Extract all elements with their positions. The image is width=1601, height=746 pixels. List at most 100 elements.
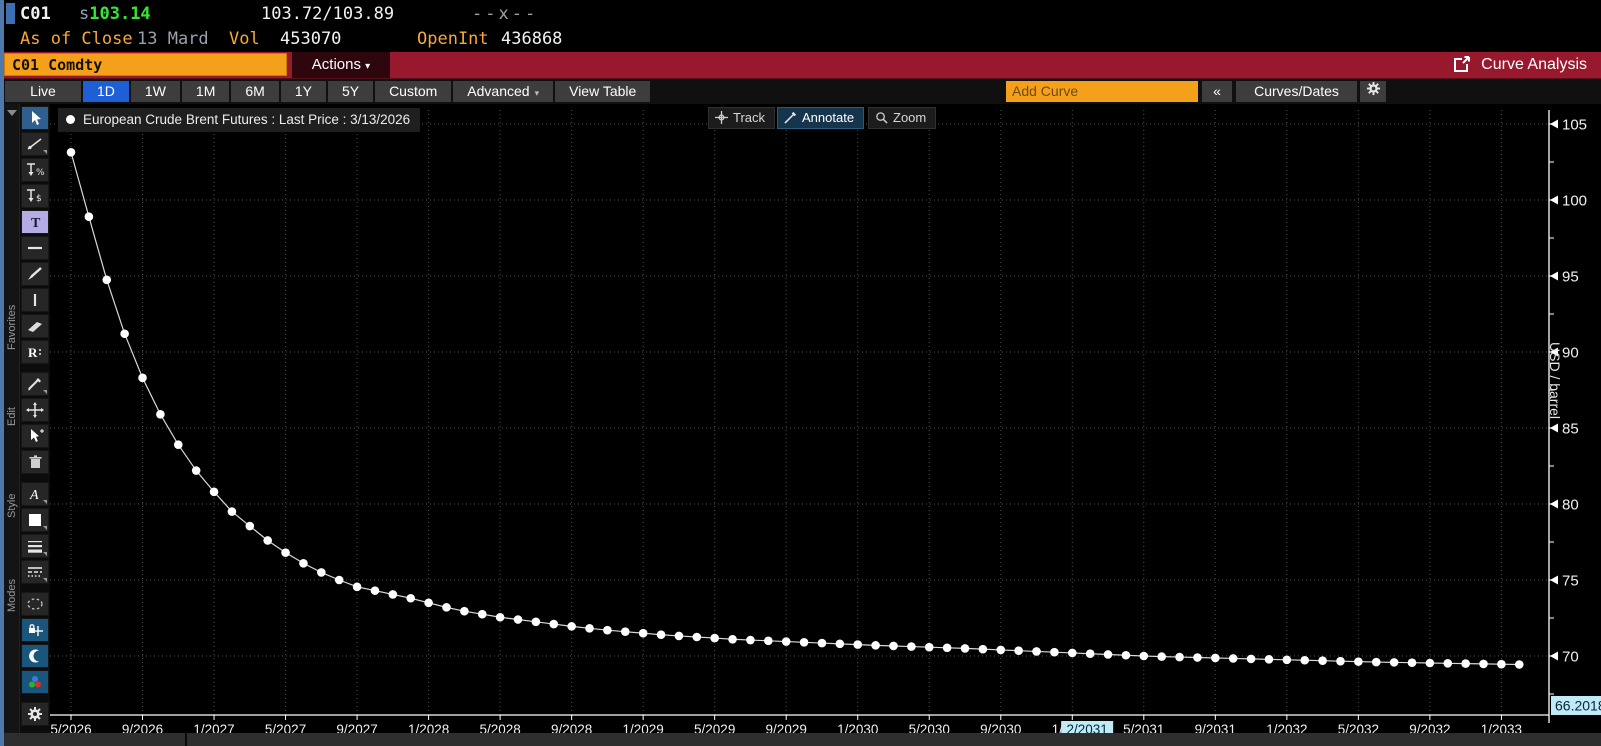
text-tool[interactable]: T <box>21 210 49 234</box>
data-point[interactable] <box>835 639 845 649</box>
tab-custom[interactable]: Custom <box>375 81 452 102</box>
cursor-tool[interactable] <box>21 106 49 130</box>
trendline-tool[interactable] <box>21 132 49 156</box>
track-button[interactable]: Track <box>708 107 776 129</box>
data-point[interactable] <box>1282 655 1292 665</box>
data-point[interactable] <box>1050 647 1059 657</box>
data-point[interactable] <box>102 275 112 285</box>
data-point[interactable] <box>889 641 898 651</box>
curve-series[interactable] <box>66 147 1524 669</box>
tab-5y[interactable]: 5Y <box>327 81 374 102</box>
move-tool[interactable] <box>21 398 49 422</box>
crescent-mode-tool[interactable] <box>21 644 49 668</box>
data-point[interactable] <box>317 568 326 577</box>
data-point[interactable] <box>567 622 576 631</box>
data-point[interactable] <box>245 521 255 531</box>
color-swatch-tool[interactable] <box>21 508 49 532</box>
vertical-line-tool[interactable] <box>21 288 49 312</box>
tab-6m[interactable]: 6M <box>231 81 279 102</box>
data-point[interactable] <box>942 643 952 653</box>
data-point[interactable] <box>120 329 129 339</box>
tab-1w[interactable]: 1W <box>130 81 180 102</box>
data-point[interactable] <box>460 606 469 616</box>
data-point[interactable] <box>1085 649 1095 659</box>
data-point[interactable] <box>764 636 773 646</box>
data-point[interactable] <box>799 638 809 647</box>
data-point[interactable] <box>1389 658 1399 667</box>
data-point[interactable] <box>907 642 916 651</box>
data-point[interactable] <box>66 147 76 157</box>
data-point[interactable] <box>84 212 94 222</box>
data-point[interactable] <box>173 440 183 450</box>
zoom-button[interactable]: Zoom <box>868 107 937 129</box>
band-tool[interactable] <box>21 314 49 338</box>
data-point[interactable] <box>1300 655 1310 665</box>
line-width-tool[interactable] <box>21 534 49 558</box>
data-point[interactable] <box>513 615 523 624</box>
data-point[interactable] <box>692 632 702 642</box>
data-point[interactable] <box>495 612 505 622</box>
add-curve-input[interactable]: Add Curve <box>1006 81 1198 102</box>
collapse-panel-button[interactable]: « <box>1202 81 1232 102</box>
series-legend[interactable]: European Crude Brent Futures : Last Pric… <box>58 108 421 132</box>
data-point[interactable] <box>746 635 755 645</box>
data-point[interactable] <box>1407 658 1417 667</box>
data-point[interactable] <box>1193 653 1202 662</box>
regression-tool[interactable]: R <box>21 340 49 364</box>
select-add-tool[interactable] <box>21 424 49 448</box>
data-point[interactable] <box>1211 653 1220 663</box>
brush-tool[interactable] <box>21 262 49 286</box>
data-point[interactable] <box>1246 654 1256 664</box>
horizontal-line-tool[interactable] <box>21 236 49 260</box>
data-point[interactable] <box>352 582 362 592</box>
data-point[interactable] <box>1479 659 1488 669</box>
pencil-tool[interactable] <box>21 372 49 396</box>
lasso-tool[interactable] <box>21 592 49 616</box>
tab-1m[interactable]: 1M <box>181 81 230 102</box>
data-point[interactable] <box>1497 659 1506 669</box>
data-point[interactable] <box>1139 651 1149 661</box>
data-point[interactable] <box>585 624 594 633</box>
tab-view-table[interactable]: View Table <box>555 81 651 102</box>
data-point[interactable] <box>1067 648 1077 658</box>
data-point[interactable] <box>1264 655 1274 664</box>
data-point[interactable] <box>138 373 147 383</box>
data-point[interactable] <box>924 642 934 652</box>
data-point[interactable] <box>817 638 827 648</box>
collapse-toolbar-icon[interactable] <box>7 110 17 116</box>
data-point[interactable] <box>960 644 970 653</box>
data-point[interactable] <box>406 593 416 603</box>
data-point[interactable] <box>1228 654 1238 663</box>
data-point[interactable] <box>978 644 988 654</box>
data-point[interactable] <box>477 609 487 619</box>
data-point[interactable] <box>442 603 451 612</box>
futures-curve-chart[interactable]: 70 75 80 85 90 95 100 105 5/2026 9/2026 1/2027 5/20… <box>50 104 1601 738</box>
annotate-button[interactable]: Annotate <box>777 107 865 129</box>
data-point[interactable] <box>334 575 344 585</box>
data-point[interactable] <box>1014 646 1023 655</box>
data-point[interactable] <box>674 631 684 641</box>
data-point[interactable] <box>656 630 666 640</box>
data-point[interactable] <box>728 634 737 644</box>
color-mode-tool[interactable] <box>21 670 49 694</box>
snap-mode-tool[interactable] <box>21 618 49 642</box>
data-point[interactable] <box>1032 647 1041 656</box>
data-point[interactable] <box>781 637 791 646</box>
chart-settings-button[interactable] <box>1360 81 1386 102</box>
data-point[interactable] <box>1121 650 1131 660</box>
tab-1y[interactable]: 1Y <box>280 81 326 102</box>
data-point[interactable] <box>1318 656 1327 666</box>
data-point[interactable] <box>388 590 398 599</box>
data-point[interactable] <box>1514 660 1524 669</box>
data-point[interactable] <box>620 627 630 636</box>
data-point[interactable] <box>156 410 165 419</box>
line-style-tool[interactable] <box>21 560 49 584</box>
data-point[interactable] <box>263 536 272 545</box>
data-point[interactable] <box>1336 656 1345 666</box>
data-point[interactable] <box>710 633 719 643</box>
security-input[interactable]: C01 Comdty <box>4 53 287 76</box>
data-point[interactable] <box>299 558 308 568</box>
data-point[interactable] <box>209 487 219 497</box>
data-point[interactable] <box>853 640 863 649</box>
data-point[interactable] <box>1157 652 1166 661</box>
